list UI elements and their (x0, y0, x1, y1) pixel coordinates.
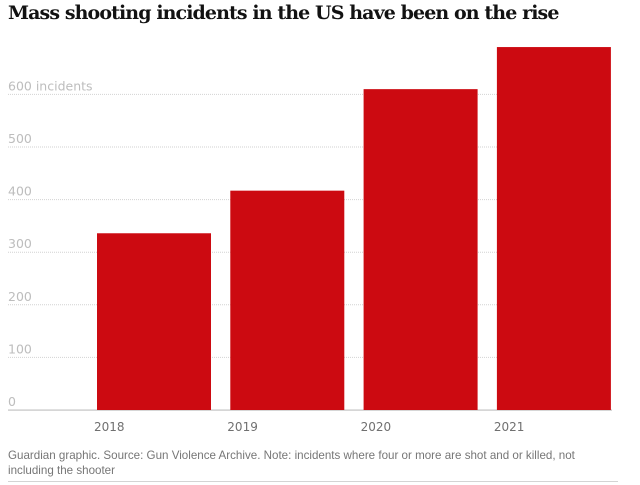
bottom-divider (8, 481, 618, 482)
bar-2021 (496, 47, 611, 411)
bar-2020 (363, 89, 478, 410)
bar-2018 (97, 233, 211, 410)
x-axis: 2018 2019 2020 2021 (8, 410, 612, 434)
x-tick-label: 2018 (94, 420, 125, 434)
x-tick-label: 2021 (494, 420, 525, 434)
y-tick-label: 300 (8, 236, 32, 251)
y-tick-label: 500 (8, 131, 32, 146)
y-tick-label: 200 (8, 289, 32, 304)
source-note: Guardian graphic. Source: Gun Violence A… (8, 449, 575, 477)
y-tick-label: 0 (8, 394, 16, 409)
y-tick-label: 600 incidents (8, 78, 93, 93)
y-tick-label: 400 (8, 184, 32, 199)
x-tick-label: 2019 (227, 420, 258, 434)
bar-2019 (230, 190, 345, 410)
bars (97, 47, 611, 411)
y-tick-label: 100 (8, 341, 32, 356)
x-tick-label: 2020 (361, 420, 392, 434)
chart-title: Mass shooting incidents in the US have b… (8, 2, 559, 24)
